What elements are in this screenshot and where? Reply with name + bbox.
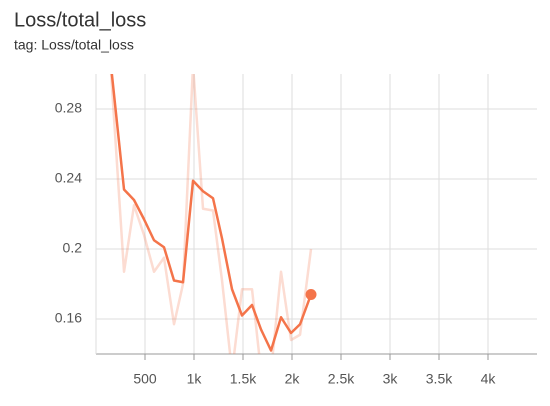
series-line	[110, 74, 313, 352]
x-tick-label: 2k	[285, 371, 301, 387]
x-tick-label: 1k	[187, 371, 203, 387]
end-point	[305, 289, 317, 300]
chart-title: Loss/total_loss	[14, 9, 146, 31]
x-tick-label: 4k	[481, 371, 497, 387]
x-tick-label: 3.5k	[426, 371, 453, 387]
x-tick-label: 3k	[383, 371, 399, 387]
x-tick-label: 1.5k	[230, 371, 257, 387]
x-tick-label: 500	[133, 371, 157, 387]
y-tick-label: 0.16	[55, 310, 82, 326]
y-tick-label: 0.2	[63, 240, 83, 256]
x-tick-label: 2.5k	[328, 371, 355, 387]
series-line	[109, 74, 313, 354]
y-tick-label: 0.24	[55, 170, 82, 186]
plot-area	[109, 74, 313, 354]
y-tick-label: 0.28	[55, 100, 82, 116]
chart-subtitle: tag: Loss/total_loss	[14, 37, 134, 53]
